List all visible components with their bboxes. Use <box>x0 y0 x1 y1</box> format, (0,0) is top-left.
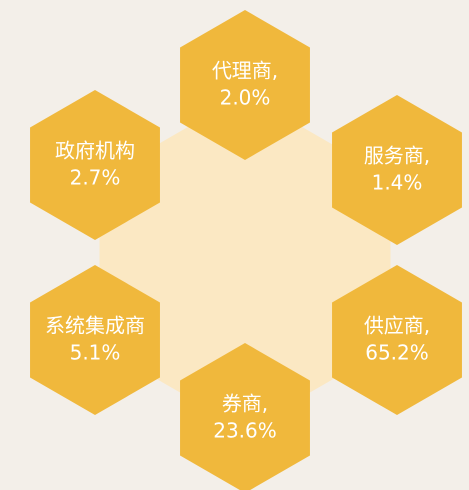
node-value: 2.7% <box>70 166 121 190</box>
node-label: 服务商, <box>364 144 430 168</box>
node-value: 23.6% <box>213 419 277 443</box>
node-value: 2.0% <box>220 86 271 110</box>
hexagon <box>30 90 160 240</box>
center-hexagon <box>99 94 391 430</box>
hexagon <box>332 95 462 245</box>
node-value: 1.4% <box>372 171 423 195</box>
hexagon-group: 代理商, 2.0% 政府机构 2.7% 服务商, 1.4% 系统集成商 5.1% 供应商, 65.… <box>30 10 462 490</box>
hexagon <box>30 265 160 415</box>
hexagon <box>180 10 310 160</box>
hexagon <box>180 343 310 490</box>
center-hexagon <box>99 94 391 430</box>
node-label: 代理商, <box>212 59 278 83</box>
node-label: 政府机构 <box>55 139 135 163</box>
node-value: 5.1% <box>70 341 121 365</box>
node-label: 供应商, <box>364 314 430 338</box>
node-label: 系统集成商 <box>45 314 145 338</box>
node-value: 65.2% <box>365 341 429 365</box>
hexagon <box>332 265 462 415</box>
node-label: 券商, <box>222 392 268 416</box>
